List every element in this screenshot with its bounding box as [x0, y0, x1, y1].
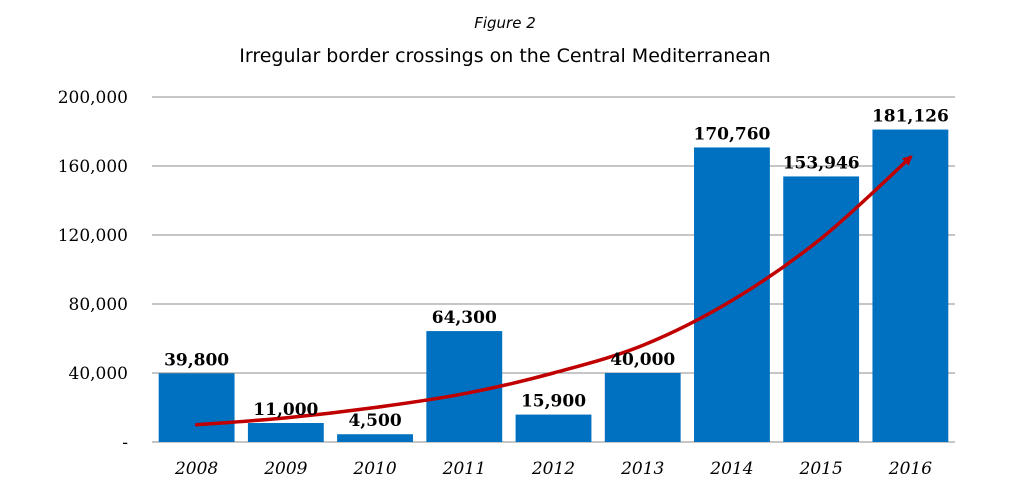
figure-label: Figure 2 — [474, 14, 536, 32]
chart-title: Irregular border crossings on the Centra… — [239, 45, 770, 67]
bar-2011 — [426, 331, 503, 442]
data-label-2015: 153,946 — [783, 153, 860, 173]
x-tick-label-2016: 2016 — [888, 459, 932, 479]
x-tick-label-2013: 2013 — [620, 459, 664, 479]
trend-line — [194, 155, 913, 427]
y-axis-ticks: - 40,000 80,000 120,000 160,000 200,000 — [58, 88, 128, 453]
y-tick-label: 40,000 — [69, 364, 128, 384]
x-axis-ticks: 2008 2009 2010 2011 2012 2013 2014 2015 2016 — [174, 459, 932, 479]
bar-2012 — [515, 414, 592, 442]
data-label-2013: 40,000 — [610, 350, 675, 370]
y-tick-label: 160,000 — [58, 157, 128, 177]
bar-2014 — [694, 147, 770, 442]
data-label-2009: 11,000 — [253, 400, 318, 420]
data-label-2014: 170,760 — [693, 124, 770, 144]
bar-2010 — [337, 434, 413, 442]
bar-2013 — [604, 373, 681, 442]
data-label-2012: 15,900 — [521, 392, 586, 412]
x-tick-label-2009: 2009 — [263, 459, 307, 479]
bar-2009 — [247, 423, 324, 442]
bar-2016 — [872, 129, 949, 442]
x-tick-label-2010: 2010 — [352, 459, 396, 479]
x-tick-label-2015: 2015 — [799, 459, 843, 479]
bar-2008 — [158, 373, 235, 442]
bar-2015 — [783, 176, 860, 442]
y-tick-label: 80,000 — [69, 295, 128, 315]
data-label-2011: 64,300 — [432, 308, 497, 328]
x-tick-label-2008: 2008 — [174, 459, 218, 479]
y-tick-label: - — [122, 433, 128, 453]
data-label-2008: 39,800 — [164, 350, 229, 370]
x-tick-label-2014: 2014 — [709, 459, 753, 479]
data-label-2016: 181,126 — [872, 107, 949, 127]
trend-arrow — [194, 155, 913, 427]
x-tick-label-2012: 2012 — [531, 459, 575, 479]
y-tick-label: 120,000 — [58, 226, 128, 246]
data-label-2010: 4,500 — [348, 411, 401, 431]
x-tick-label-2011: 2011 — [442, 459, 486, 479]
y-tick-label: 200,000 — [58, 88, 128, 108]
data-labels: 39,800 11,000 4,500 64,300 15,900 40,000 170,7… — [164, 107, 949, 432]
